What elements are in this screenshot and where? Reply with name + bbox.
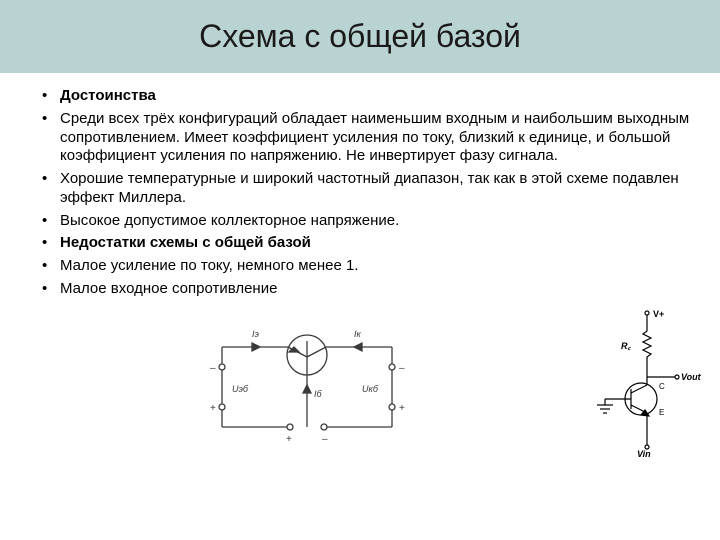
page-title: Схема с общей базой xyxy=(0,18,720,55)
label-ik: Iк xyxy=(354,329,362,339)
bullet-text: Достоинства xyxy=(60,87,156,104)
left-circuit-diagram: Iэ Iк Iб Uэб Uкб – + – + + – xyxy=(182,307,432,462)
bullet-list: Достоинства Среди всех трёх конфигураций… xyxy=(42,87,690,299)
diagram-row: Iэ Iк Iб Uэб Uкб – + – + + – xyxy=(42,307,690,477)
right-circuit-diagram: V+ R꜀ Vout Vin C E xyxy=(577,307,707,462)
bullet-text: Малое входное сопротивление xyxy=(60,280,277,297)
bullet-text: Недостатки схемы с общей базой xyxy=(60,234,311,251)
terminal-plus: + xyxy=(399,403,405,414)
bullet-text: Среди всех трёх конфигураций обладает на… xyxy=(60,110,689,165)
label-rc: R꜀ xyxy=(621,341,631,351)
bullet-text: Высокое допустимое коллекторное напряжен… xyxy=(60,212,399,229)
label-vplus: V+ xyxy=(653,309,664,319)
content-area: Достоинства Среди всех трёх конфигураций… xyxy=(0,73,720,477)
list-item: Хорошие температурные и широкий частотны… xyxy=(42,170,690,208)
right-circuit-svg: V+ R꜀ Vout Vin C E xyxy=(577,307,707,457)
list-item: Недостатки схемы с общей базой xyxy=(42,234,690,253)
list-item: Достоинства xyxy=(42,87,690,106)
list-item: Малое входное сопротивление xyxy=(42,280,690,299)
label-c: C xyxy=(659,382,665,391)
label-vin: Vin xyxy=(637,449,651,457)
list-item: Среди всех трёх конфигураций обладает на… xyxy=(42,110,690,166)
terminal-minus: – xyxy=(399,363,405,374)
bullet-text: Хорошие температурные и широкий частотны… xyxy=(60,170,679,206)
list-item: Малое усиление по току, немного менее 1. xyxy=(42,257,690,276)
title-bar: Схема с общей базой xyxy=(0,0,720,73)
label-ueb: Uэб xyxy=(232,384,249,394)
left-circuit-svg: Iэ Iк Iб Uэб Uкб – + – + + – xyxy=(182,307,432,457)
label-vout: Vout xyxy=(681,372,702,382)
terminal-plus: + xyxy=(286,434,292,445)
bullet-text: Малое усиление по току, немного менее 1. xyxy=(60,257,359,274)
list-item: Высокое допустимое коллекторное напряжен… xyxy=(42,212,690,231)
label-ib: Iб xyxy=(314,389,323,399)
label-ukb: Uкб xyxy=(362,384,379,394)
terminal-minus: – xyxy=(322,434,328,445)
label-ie: Iэ xyxy=(252,329,260,339)
label-e: E xyxy=(659,408,664,417)
terminal-minus: – xyxy=(210,363,216,374)
terminal-plus: + xyxy=(210,403,216,414)
